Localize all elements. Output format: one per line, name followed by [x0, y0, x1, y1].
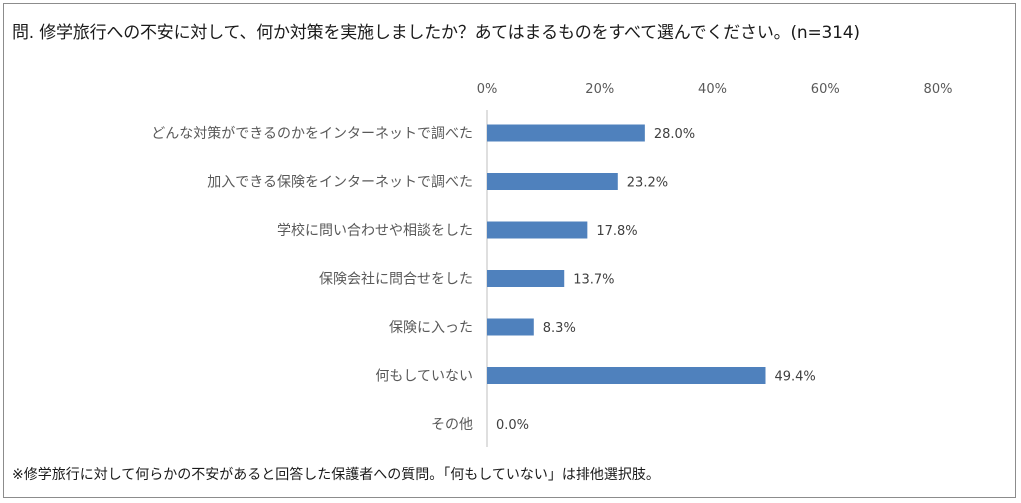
category-label: 何もしていない [375, 369, 473, 385]
category-label: 学校に問い合わせや相談をした [277, 222, 473, 239]
x-tick-label: 0% [477, 82, 498, 97]
category-label: その他 [431, 417, 473, 433]
data-label: 13.7% [573, 273, 614, 288]
bar [487, 221, 588, 239]
data-label: 23.2% [627, 176, 668, 191]
chart-frame [3, 3, 1016, 498]
data-label: 8.3% [543, 321, 576, 336]
data-label: 28.0% [654, 127, 695, 142]
data-labels: 28.0% 23.2% 17.8% 13.7% 8.3% 49.4% 0.0% [496, 127, 816, 433]
category-label: 保険に入った [389, 320, 473, 336]
x-axis-ticks: 0% 20% 40% 60% 80% [477, 82, 953, 97]
x-tick-label: 80% [924, 82, 953, 97]
bars [487, 124, 766, 384]
data-label: 17.8% [596, 224, 637, 239]
bar [487, 173, 618, 190]
footnote: ※修学旅行に対して何らかの不安があると回答した保護者への質問。「何もしていない」… [12, 467, 660, 483]
bar [487, 367, 766, 384]
x-tick-label: 60% [811, 82, 840, 97]
data-label: 49.4% [774, 370, 815, 385]
bar [487, 124, 645, 142]
bar [487, 270, 565, 287]
category-label: 保険会社に問合せをした [319, 272, 473, 288]
x-tick-label: 20% [585, 82, 614, 97]
data-label: 0.0% [496, 418, 529, 433]
chart-title: 問. 修学旅行への不安に対して、何か対策を実施しましたか？あてはまるものをすべて… [12, 23, 860, 43]
category-label: 加入できる保険をインターネットで調べた [207, 175, 473, 191]
category-labels: どんな対策ができるのかをインターネットで調べた加入できる保険をインターネットで調… [151, 125, 473, 433]
category-label: どんな対策ができるのかをインターネットで調べた [151, 125, 473, 142]
bar [487, 318, 534, 336]
x-tick-label: 40% [698, 82, 727, 97]
